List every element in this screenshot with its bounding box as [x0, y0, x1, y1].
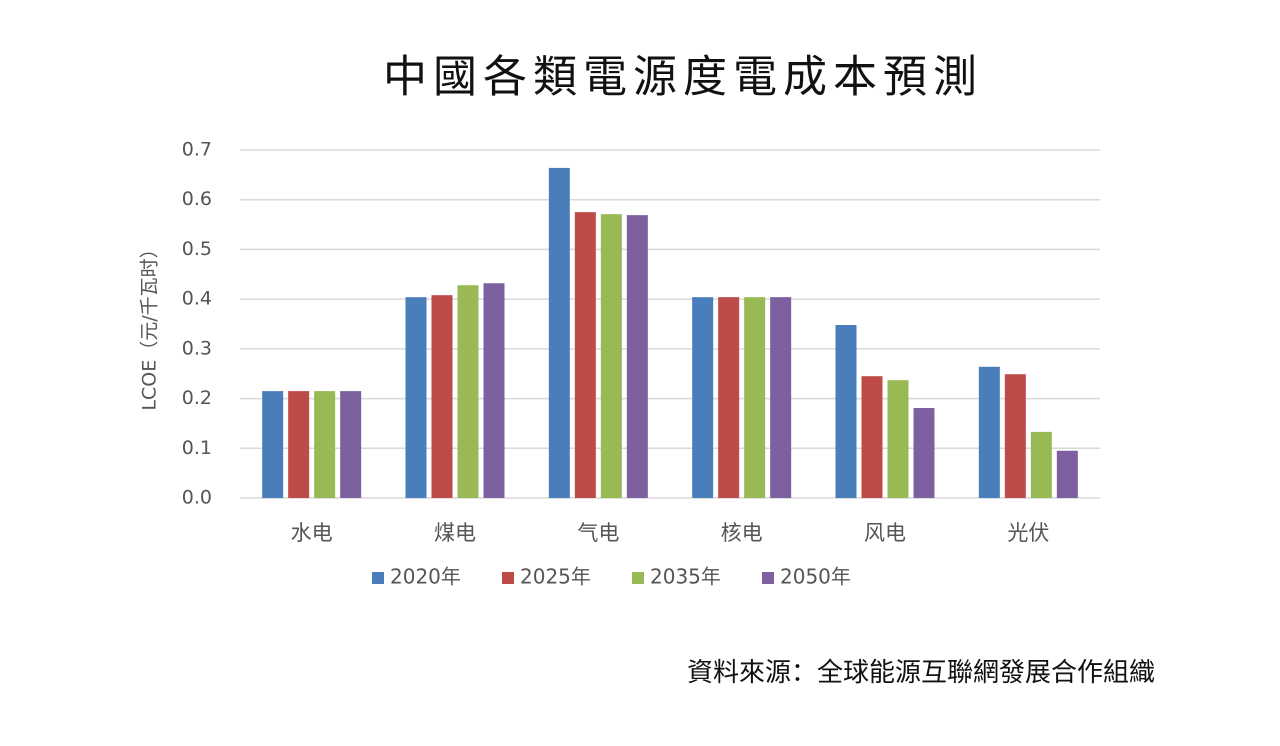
bar	[718, 297, 740, 498]
bar	[314, 391, 336, 498]
y-tick-label: 0.7	[182, 139, 212, 161]
y-tick-label: 0.5	[182, 238, 212, 260]
bar	[262, 391, 284, 498]
y-tick-label: 0.3	[182, 337, 212, 359]
x-tick-label: 气电	[577, 521, 619, 545]
bar	[405, 297, 427, 498]
bar	[835, 324, 857, 498]
bar	[692, 297, 714, 498]
y-tick-label: 0.6	[182, 188, 212, 210]
legend-swatch	[632, 572, 644, 584]
legend-swatch	[762, 572, 774, 584]
x-tick-label: 核电	[721, 521, 763, 545]
bar	[861, 376, 883, 498]
source-note: 資料來源：全球能源互聯網發展合作組織	[687, 658, 1155, 688]
x-tick-label: 光伏	[1007, 521, 1049, 545]
y-tick-label: 0.1	[182, 437, 212, 459]
legend-label: 2020年	[390, 565, 461, 589]
y-axis-label: LCOE（元/千瓦时）	[139, 239, 161, 410]
bar	[744, 297, 766, 498]
bar	[1030, 431, 1052, 498]
bar	[483, 283, 505, 498]
bar	[574, 212, 596, 498]
legend-label: 2025年	[520, 565, 591, 589]
bar	[913, 408, 935, 498]
bar	[1056, 450, 1078, 498]
bar	[600, 214, 622, 499]
legend-label: 2035年	[650, 565, 721, 589]
y-tick-label: 0.2	[182, 387, 212, 409]
bar	[770, 297, 792, 498]
bar	[431, 295, 453, 498]
bar	[978, 366, 1000, 498]
y-tick-label: 0.4	[182, 288, 212, 310]
bar	[1004, 374, 1026, 498]
legend-swatch	[372, 572, 384, 584]
legend-label: 2050年	[780, 565, 851, 589]
bar	[548, 167, 570, 498]
bar	[288, 391, 310, 498]
x-tick-label: 煤电	[434, 521, 476, 545]
y-tick-label: 0.0	[182, 487, 212, 509]
bar	[626, 215, 648, 498]
chart-title: 中國各類電源度電成本預測	[383, 52, 983, 103]
bar	[457, 285, 479, 498]
bar	[340, 391, 362, 498]
x-tick-label: 水电	[291, 521, 333, 545]
x-tick-label: 风电	[864, 521, 906, 545]
legend-swatch	[502, 572, 514, 584]
bar	[887, 380, 909, 498]
